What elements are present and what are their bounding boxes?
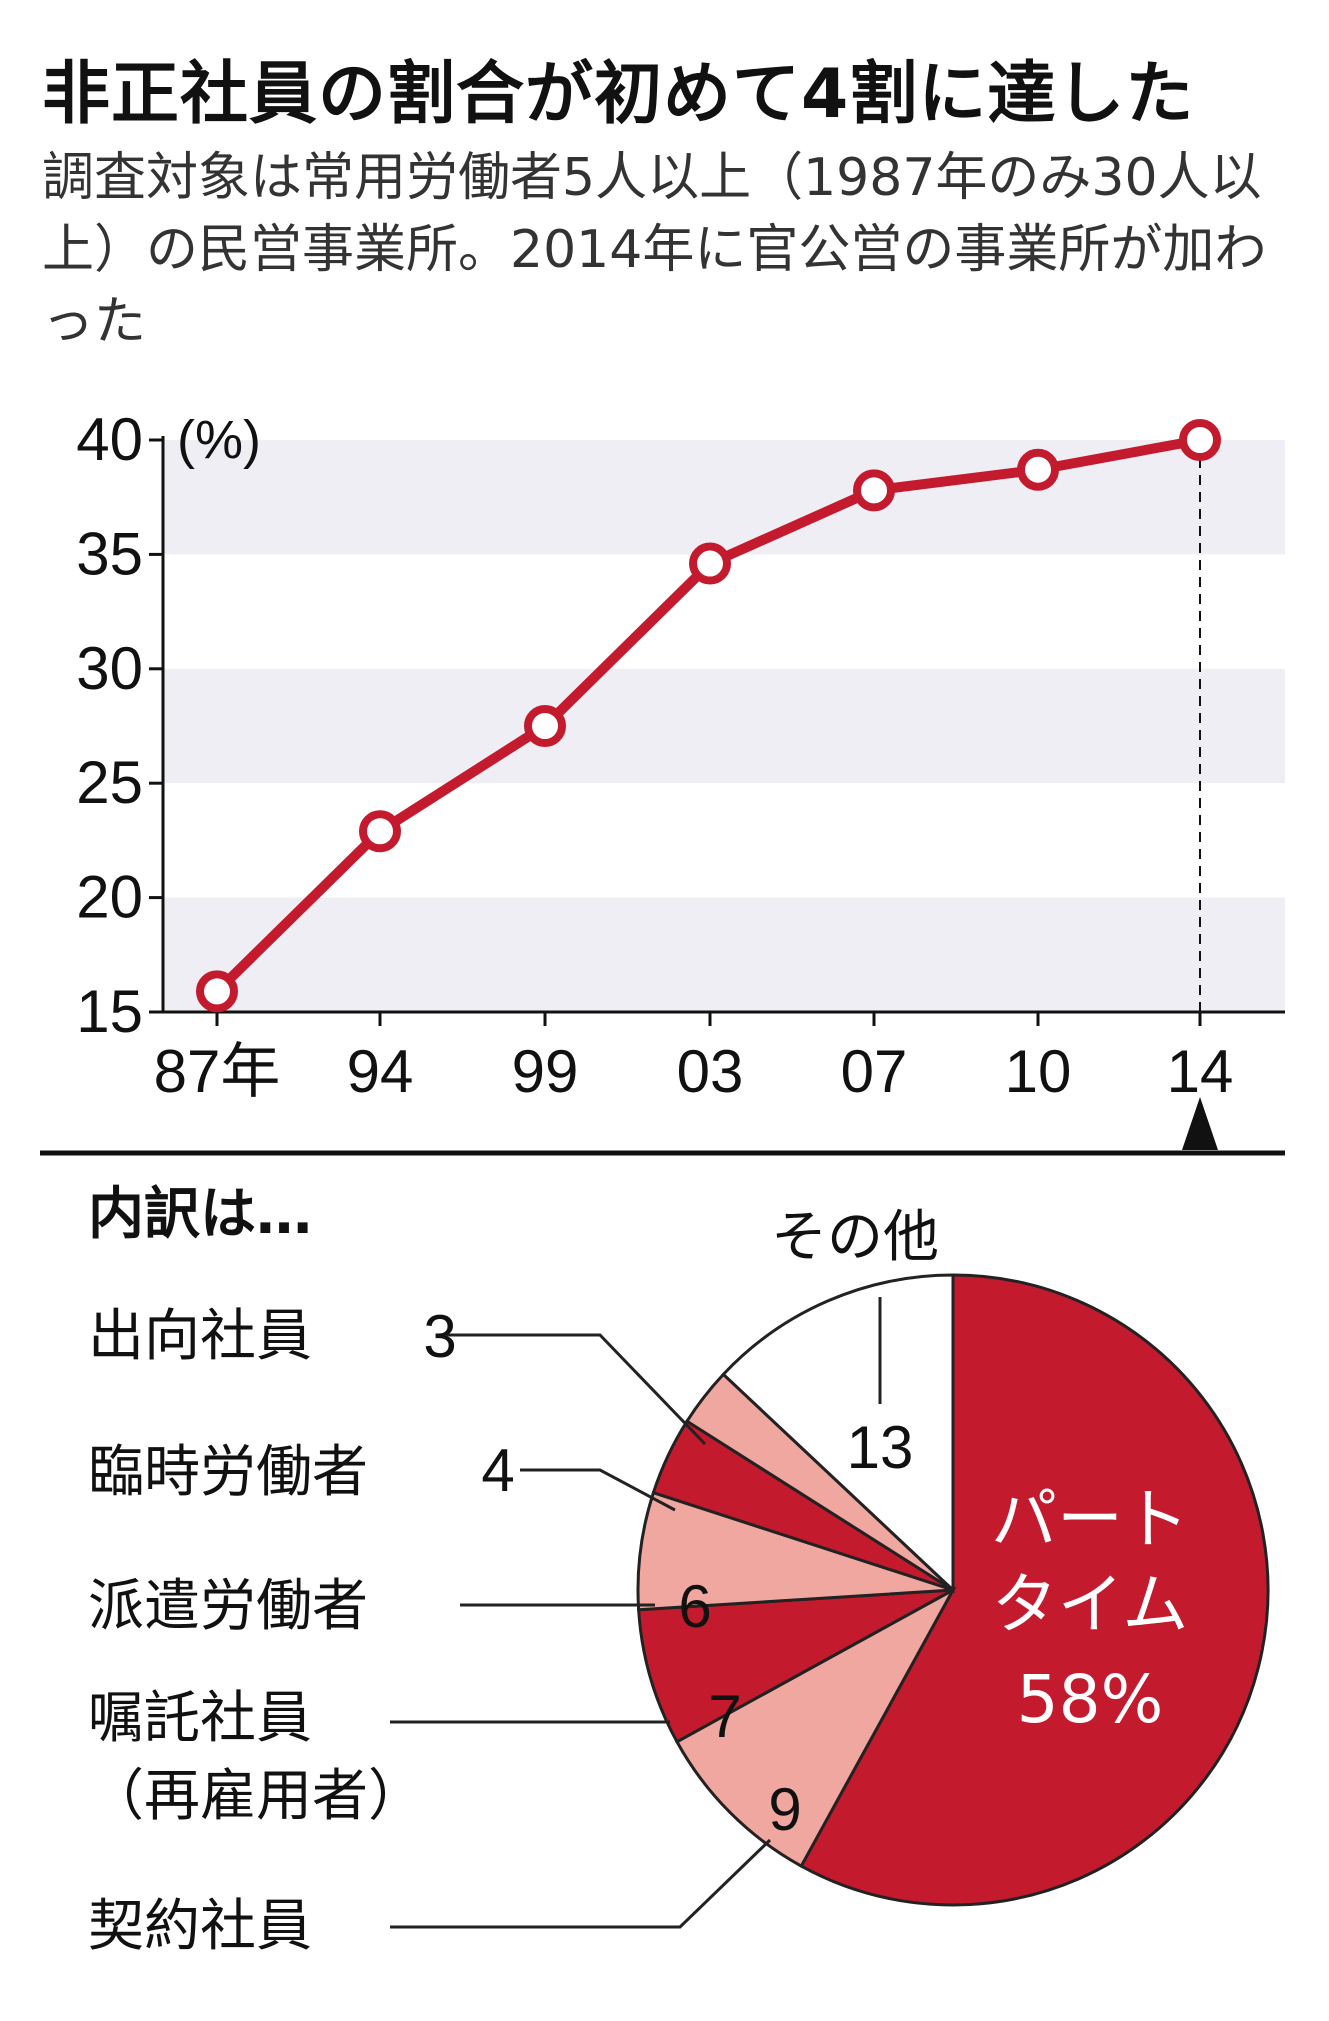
y-unit-label: (%) — [177, 410, 261, 470]
y-tick-label: 35 — [76, 520, 143, 587]
pie-label-part: パート — [991, 1481, 1189, 1558]
data-point — [359, 810, 401, 853]
data-point — [853, 469, 895, 512]
pie-label-shokutaku: 嘱託社員 — [88, 1686, 312, 1751]
y-tick-label: 30 — [76, 635, 143, 702]
data-point — [689, 542, 731, 585]
pie-slice-haken — [636, 1490, 954, 1612]
pie-slice-part — [799, 1273, 1270, 1907]
chart-subtitle: 調査対象は常用労働者5人以上（1987年のみ30人以上）の民営事業所。2014年… — [42, 148, 1267, 352]
line-chart: 40 35 30 25 20 15 (%) 87年 94 99 03 07 10 14 — [76, 406, 1285, 1150]
pie-value-shokutaku: 7 — [708, 1683, 741, 1750]
y-tick-label: 25 — [76, 749, 143, 816]
pie-label-shokutaku: （再雇用者） — [88, 1764, 424, 1829]
y-tick-label: 20 — [76, 864, 143, 931]
pie-label-part: タイム — [992, 1566, 1189, 1643]
pie-slice-other — [721, 1273, 955, 1594]
x-tick-label: 10 — [1005, 1038, 1072, 1105]
pie-value-shukko: 3 — [423, 1303, 456, 1370]
pie-heading: 内訳は… — [88, 1182, 312, 1247]
x-tick-label: 99 — [512, 1038, 579, 1105]
chart-title: 非正社員の割合が初めて4割に達した — [42, 55, 1195, 134]
data-point — [1017, 448, 1059, 491]
pie-label-haken: 派遣労働者 — [88, 1574, 368, 1639]
pie-value-part: 58% — [1017, 1661, 1164, 1738]
pie-value-other: 13 — [847, 1414, 914, 1481]
data-point — [196, 970, 238, 1013]
x-tick-label: 03 — [677, 1038, 744, 1105]
highlight-marker — [1182, 1097, 1218, 1150]
x-tick-label: 14 — [1167, 1038, 1234, 1105]
data-point — [524, 705, 566, 747]
y-tick-label: 40 — [76, 406, 143, 473]
x-tick-label: 94 — [347, 1038, 414, 1105]
pie-slice-keiyaku — [674, 1586, 957, 1869]
pie-slice-shokutaku — [637, 1588, 954, 1744]
grid-band — [163, 897, 1285, 1012]
x-tick-label: 07 — [841, 1038, 908, 1105]
leader-line — [440, 1333, 707, 1446]
leader-line — [390, 1838, 772, 1929]
y-tick-label: 15 — [76, 978, 143, 1045]
pie-label-keiyaku: 契約社員 — [88, 1894, 312, 1959]
pie-label-other: その他 — [771, 1205, 939, 1270]
pie-label-rinji: 臨時労働者 — [88, 1440, 368, 1505]
grid-band — [163, 668, 1285, 784]
x-tick-label: 87年 — [154, 1038, 281, 1105]
pie-value-keiyaku: 9 — [768, 1776, 801, 1843]
pie-value-rinji: 4 — [481, 1437, 514, 1504]
pie-label-shukko: 出向社員 — [88, 1304, 312, 1369]
pie-value-haken: 6 — [678, 1573, 711, 1640]
data-point — [1179, 419, 1221, 461]
leader-line — [520, 1468, 676, 1512]
